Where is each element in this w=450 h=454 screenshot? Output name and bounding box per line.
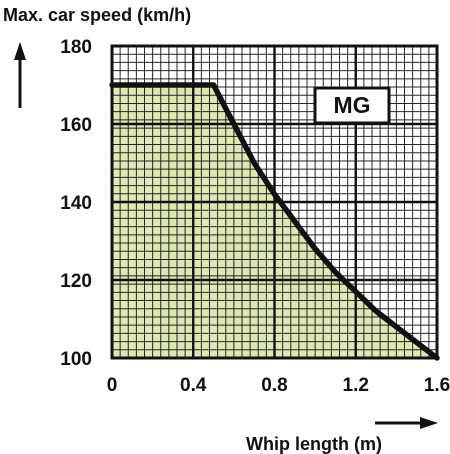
y-tick-label: 120 [60,271,92,292]
plot-border [110,44,439,360]
y-tick-label: 160 [60,115,92,136]
annotation-text: MG [333,92,370,118]
x-tick-label: 1.6 [424,375,450,396]
x-tick-label: 0.8 [261,375,287,396]
series-line [109,82,440,361]
y-tick-label: 140 [60,193,92,214]
x-axis-arrow-icon [375,417,438,429]
y-tick-label: 180 [60,37,92,58]
y-axis-arrow-icon [14,42,26,108]
y-axis-label: Max. car speed (km/h) [3,5,191,25]
x-axis-label: Whip length (m) [246,434,382,454]
y-tick-label: 100 [60,349,92,370]
x-tick-label: 0 [107,375,118,396]
plot-area: MG [109,44,440,361]
x-tick-label: 0.4 [180,375,207,396]
tick-labels: 0 0.4 0.8 1.2 1.6 180 160 140 120 100 [60,37,450,396]
annotation-badge [313,86,391,125]
x-tick-label: 1.2 [343,375,369,396]
